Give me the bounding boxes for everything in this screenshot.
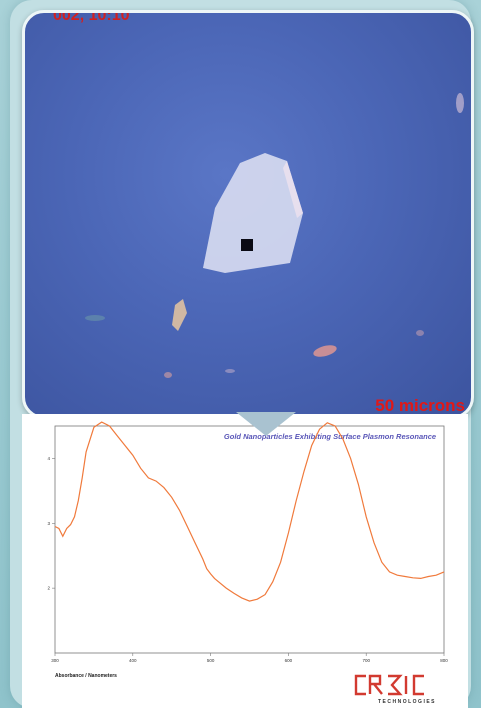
spectrum-panel: 300 400 500 600 700 800 4 3 2 Gold Nanoparticles… bbox=[22, 414, 468, 708]
fragment-3 bbox=[456, 93, 464, 113]
fragment-4 bbox=[85, 315, 105, 321]
x-tick-label-4: 700 bbox=[362, 658, 370, 663]
x-tick-label-2: 500 bbox=[207, 658, 215, 663]
plot-frame bbox=[54, 425, 445, 654]
x-tick-label-0: 300 bbox=[51, 658, 59, 663]
x-tick-label-1: 400 bbox=[129, 658, 137, 663]
fragment-5 bbox=[164, 372, 172, 378]
chart-axes bbox=[54, 425, 445, 654]
fragment-1 bbox=[172, 299, 187, 331]
crystal-flake bbox=[203, 153, 303, 273]
crystal-edge bbox=[283, 161, 303, 218]
logo-subtitle: TECHNOLOGIES bbox=[378, 699, 437, 705]
x-axis-label: Absorbance / Nanometers bbox=[55, 673, 117, 679]
scale-label: 50 microns bbox=[375, 396, 465, 415]
craic-logo bbox=[354, 674, 424, 696]
spectrum-chart: 300 400 500 600 700 800 4 3 2 Gold Nanoparticles… bbox=[47, 421, 448, 679]
y-tick-label-0: 4 bbox=[47, 456, 50, 461]
micrograph-svg bbox=[85, 93, 464, 378]
x-tick-label-3: 600 bbox=[285, 658, 293, 663]
series-line bbox=[54, 421, 445, 602]
y-tick-label-1: 3 bbox=[47, 521, 50, 526]
down-arrow-icon bbox=[236, 412, 296, 436]
logo-mark bbox=[354, 674, 424, 696]
chart-title: Gold Nanoparticles Exhibiting Surface Pl… bbox=[224, 432, 436, 441]
fragment-7 bbox=[416, 330, 424, 336]
chart-ticks: 300 400 500 600 700 800 4 3 2 bbox=[47, 456, 448, 663]
fragment-6 bbox=[225, 369, 235, 373]
micrograph-image: 002, 10:10 50 microns bbox=[22, 10, 474, 419]
y-tick-label-2: 2 bbox=[47, 586, 50, 591]
fragment-2 bbox=[313, 345, 337, 357]
x-tick-label-5: 800 bbox=[440, 658, 448, 663]
measurement-aperture bbox=[241, 239, 253, 251]
timestamp-text: 002, 10:10 bbox=[53, 10, 130, 24]
